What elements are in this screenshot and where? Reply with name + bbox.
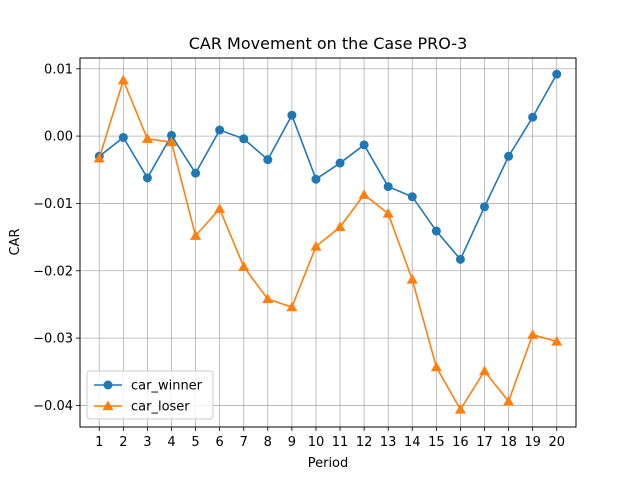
data-point — [479, 365, 491, 376]
x-axis-label: Period — [308, 456, 349, 471]
data-point — [454, 403, 466, 414]
x-tick-label: 1 — [95, 435, 103, 450]
series-line — [98, 77, 557, 412]
y-tick-label: −0.04 — [33, 399, 73, 414]
legend-entry: car_winner — [94, 379, 203, 394]
legend: car_winner car_loser — [86, 370, 214, 420]
data-point — [552, 69, 562, 79]
data-point — [215, 125, 225, 135]
x-tick-label: 10 — [308, 435, 325, 450]
y-tick-label: 0.01 — [44, 62, 73, 77]
x-tick-label: 8 — [264, 435, 272, 450]
data-point — [310, 241, 322, 251]
ticks: 1 2 3 4 5 6 7 8 9 10 11 12 13 14 15 16 17 18 19 200.010.00−… — [33, 62, 565, 450]
x-tick-label: 7 — [240, 435, 248, 450]
x-tick-label: 20 — [548, 435, 565, 450]
x-tick-label: 2 — [119, 435, 127, 450]
data-point — [142, 173, 152, 183]
data-point — [262, 293, 274, 304]
legend-swatch-marker — [102, 400, 114, 411]
data-point — [334, 221, 346, 232]
data-point — [118, 132, 128, 142]
series-layer — [93, 69, 563, 414]
y-tick-label: −0.03 — [33, 332, 73, 347]
y-tick-label: −0.02 — [33, 264, 73, 279]
legend-swatch-marker — [103, 380, 113, 390]
x-tick-label: 15 — [428, 435, 445, 450]
y-axis-label: CAR — [8, 228, 23, 255]
chart-title: CAR Movement on the Case PRO-3 — [189, 34, 468, 53]
legend-label: car_winner — [131, 379, 203, 394]
data-point — [191, 168, 201, 178]
data-point — [359, 140, 369, 150]
data-point — [165, 136, 177, 147]
x-tick-label: 18 — [500, 435, 517, 450]
data-point — [358, 189, 370, 199]
data-point — [335, 158, 345, 168]
data-point — [117, 74, 129, 85]
y-tick-label: −0.01 — [33, 197, 73, 212]
data-point — [431, 226, 441, 236]
x-tick-label: 13 — [380, 435, 397, 450]
x-tick-label: 9 — [288, 435, 296, 450]
data-point — [214, 203, 226, 213]
x-tick-label: 5 — [191, 435, 199, 450]
x-tick-label: 16 — [452, 435, 469, 450]
x-tick-label: 17 — [476, 435, 493, 450]
data-point — [480, 202, 490, 212]
data-point — [430, 361, 442, 372]
series-car-loser — [93, 74, 563, 414]
legend-entry: car_loser — [94, 400, 190, 415]
data-point — [504, 151, 514, 161]
data-point — [93, 152, 105, 163]
data-point — [407, 192, 417, 202]
legend-label: car_loser — [131, 400, 190, 415]
series-line — [98, 73, 558, 261]
data-point — [239, 134, 249, 144]
data-point — [190, 230, 202, 240]
data-point — [166, 130, 176, 140]
data-point — [287, 110, 297, 120]
data-point — [382, 208, 394, 218]
data-point — [311, 174, 321, 184]
data-point — [141, 133, 153, 143]
x-tick-label: 19 — [524, 435, 541, 450]
data-point — [551, 335, 563, 346]
x-tick-label: 3 — [143, 435, 151, 450]
data-point — [406, 274, 418, 284]
data-point — [383, 182, 393, 192]
y-tick-label: 0.00 — [44, 130, 73, 145]
plot-frame — [79, 57, 577, 428]
data-point — [503, 395, 515, 406]
legend-box — [86, 370, 214, 420]
x-tick-label: 6 — [216, 435, 224, 450]
data-point — [455, 254, 465, 264]
data-point — [527, 329, 539, 339]
x-tick-label: 14 — [404, 435, 421, 450]
x-tick-label: 12 — [356, 435, 373, 450]
data-point — [528, 112, 538, 122]
series-car-winner — [94, 69, 562, 264]
data-point — [286, 301, 298, 312]
x-tick-label: 4 — [167, 435, 175, 450]
data-point — [238, 261, 250, 271]
data-point — [263, 155, 273, 165]
x-tick-label: 11 — [332, 435, 349, 450]
